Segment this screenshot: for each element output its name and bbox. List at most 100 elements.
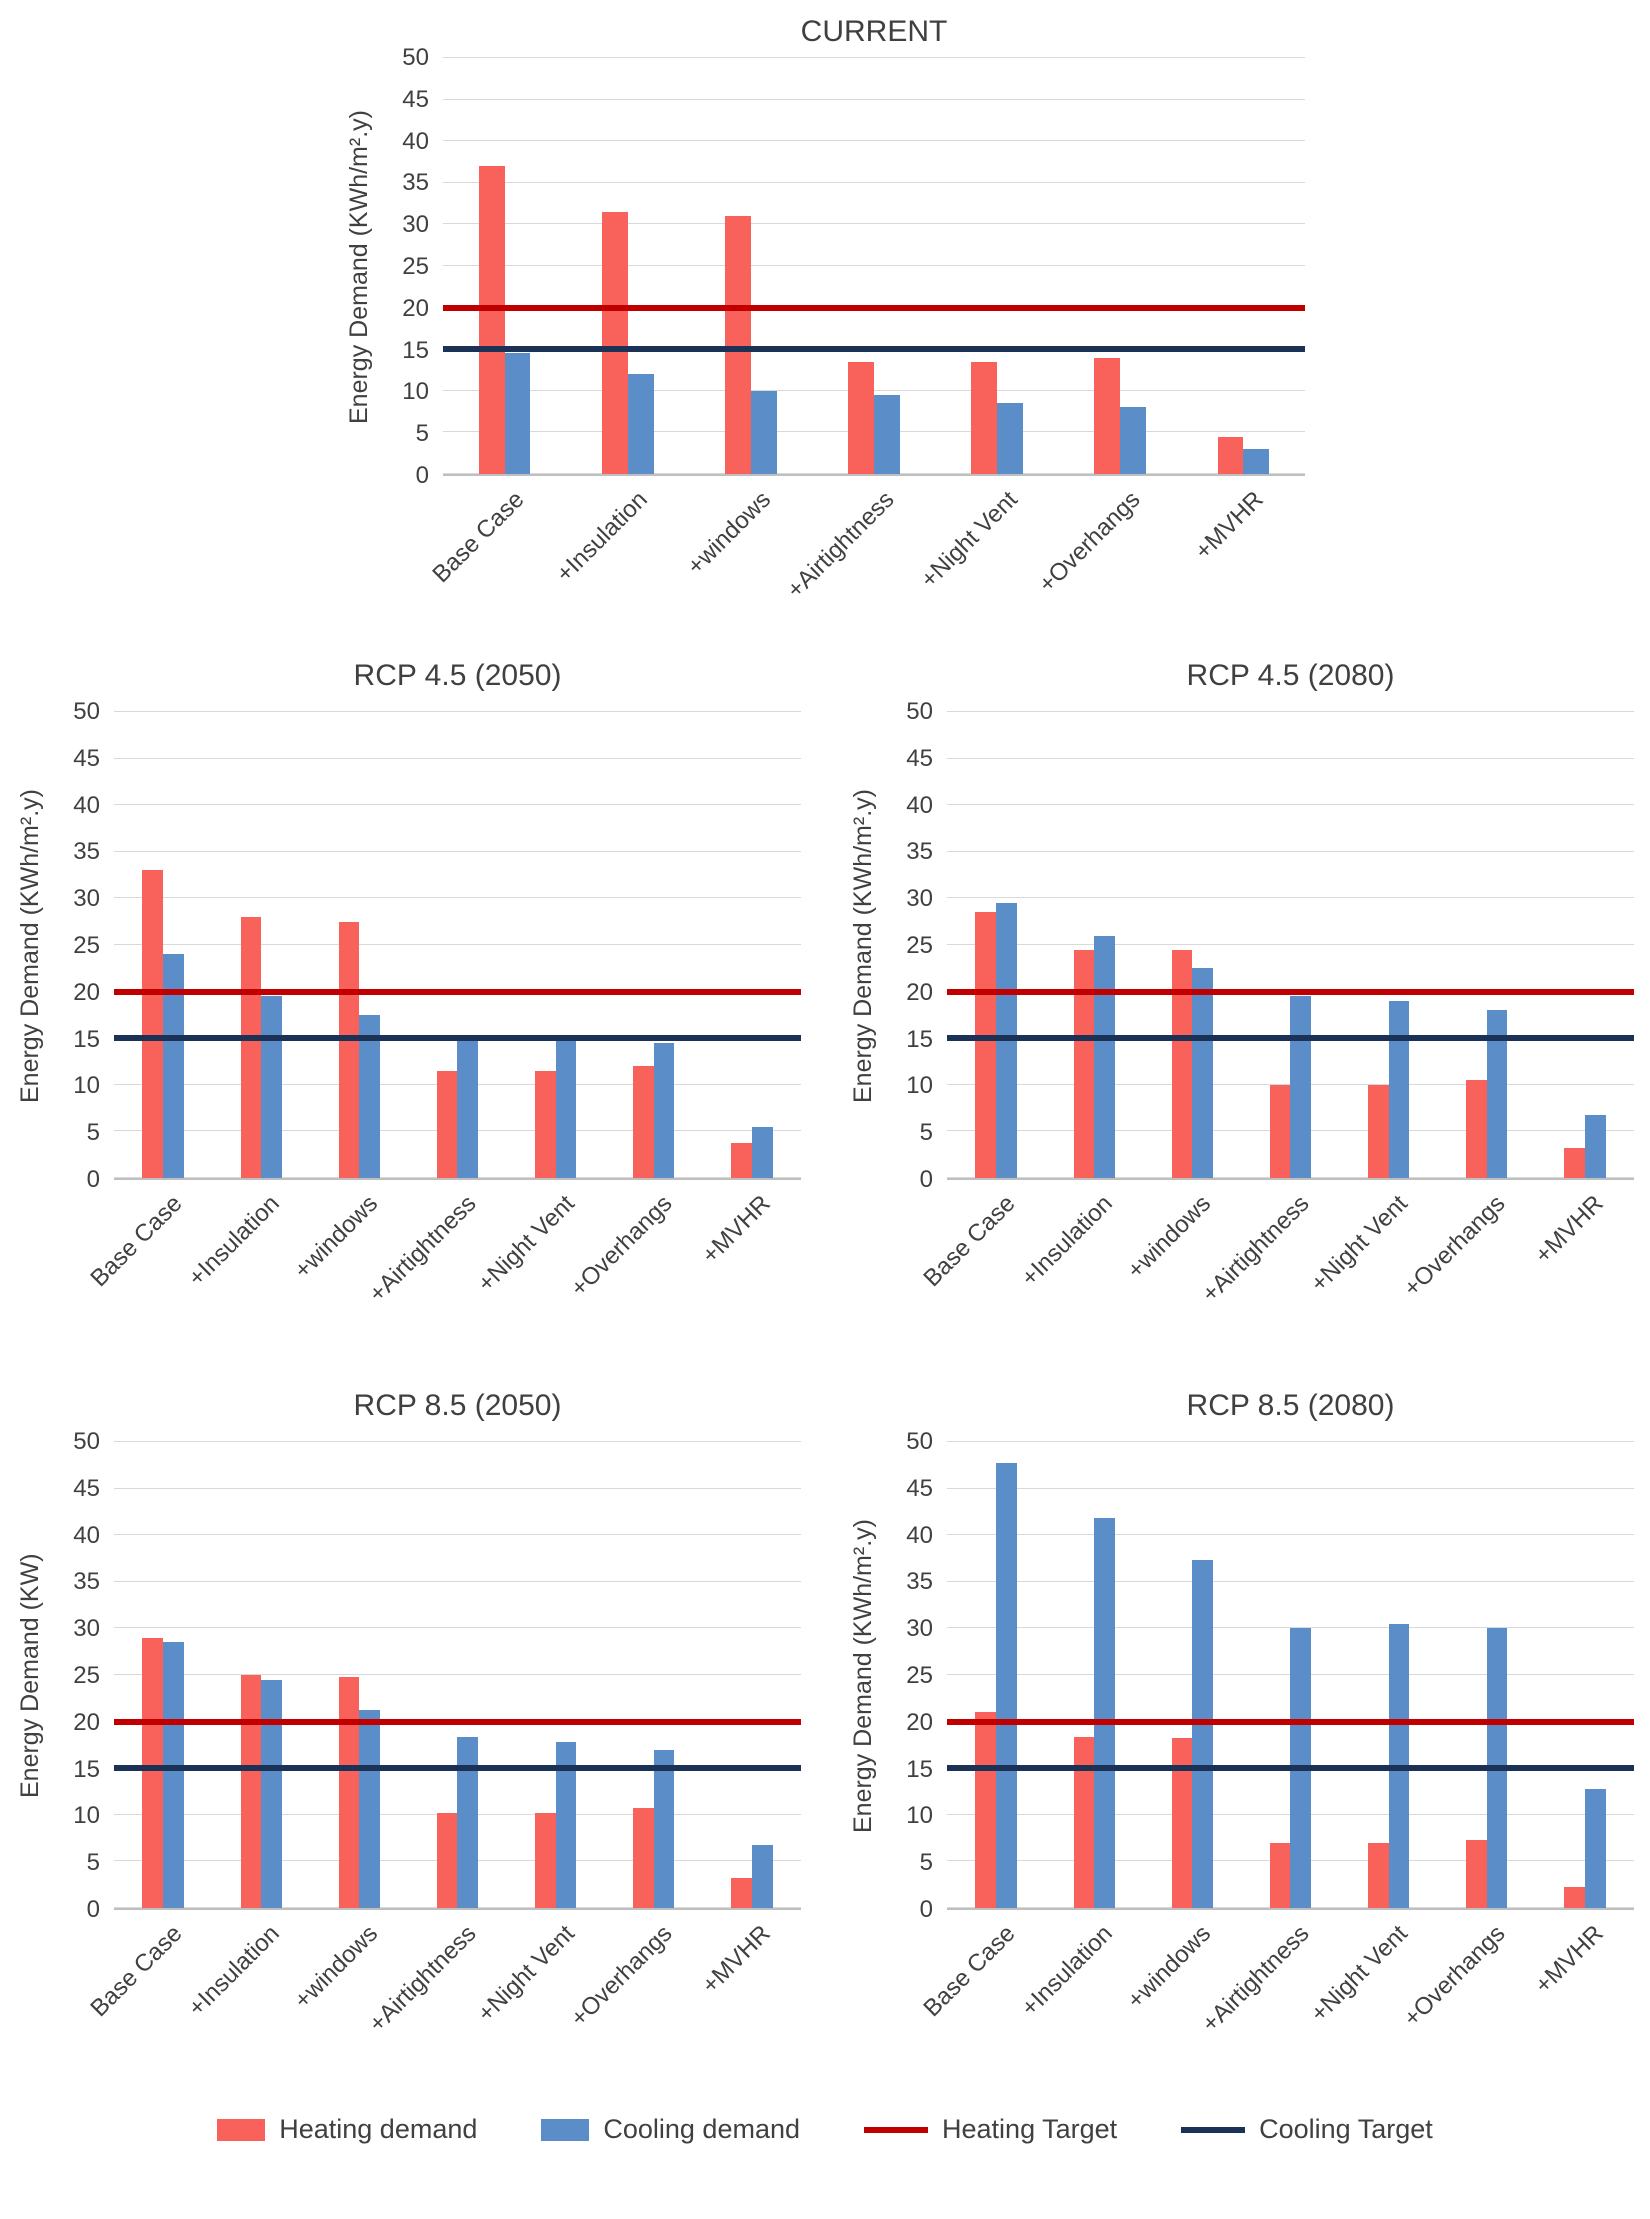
heating-bar (975, 912, 997, 1178)
y-tick-label: 45 (402, 85, 429, 113)
heating-target-line (947, 1718, 1634, 1725)
gridline (114, 1627, 801, 1629)
gridline (947, 757, 1634, 759)
cooling-bar (1192, 968, 1213, 1178)
gridline (114, 897, 801, 899)
heating-bar (142, 1637, 164, 1908)
y-tick-label: 45 (906, 1474, 933, 1502)
gridline (947, 1534, 1634, 1536)
cooling-bar (750, 390, 777, 474)
gridline (947, 944, 1634, 945)
y-axis-label: Energy Demand (KWh/m².y) (16, 789, 44, 1103)
legend-item: Heating Target (864, 2114, 1117, 2145)
x-tick-label: +MVHR (696, 1920, 776, 1999)
legend: Heating demand Cooling demand Heating Targ… (0, 2114, 1650, 2145)
legend-item: Cooling Target (1181, 2114, 1433, 2145)
y-tick-label: 25 (906, 1662, 933, 1689)
bar-group (1241, 712, 1339, 1178)
x-label-slot: +MVHR (1182, 476, 1305, 614)
heating-bar (724, 216, 751, 474)
gridline (114, 850, 801, 852)
gridline (114, 1487, 801, 1489)
y-tick-label: 0 (86, 1896, 100, 1923)
y-axis-ticks: 0 5 10 15 20 25 30 35 40 45 50 (385, 46, 443, 488)
legend-label: Cooling demand (603, 2114, 801, 2144)
cooling-bar (996, 1462, 1017, 1908)
heating-bar (633, 1808, 654, 1908)
y-tick-label: 5 (86, 1119, 100, 1147)
bar-group (443, 58, 566, 474)
bar-group (212, 1442, 310, 1908)
y-tick-label: 40 (73, 791, 100, 819)
cooling-bar (627, 374, 654, 474)
y-tick-label: 30 (906, 1615, 933, 1643)
x-label-slot: +MVHR (1530, 1910, 1634, 2074)
legend-label: Heating Target (942, 2114, 1118, 2144)
heating-bar (731, 1878, 752, 1908)
x-tick-label: +MVHR (1529, 1190, 1609, 1269)
gridline (114, 804, 801, 806)
bar-group (1143, 1442, 1241, 1908)
y-tick-label: 40 (73, 1521, 100, 1549)
bar-group (1143, 712, 1241, 1178)
heating-bar (338, 921, 360, 1178)
bar-group (1340, 1442, 1438, 1908)
heating-bar (1368, 1084, 1389, 1178)
y-tick-label: 5 (86, 1849, 100, 1877)
heating-bar (535, 1070, 556, 1178)
cooling-bar (1192, 1560, 1213, 1908)
x-tick-label: Base Case (917, 1190, 1021, 1293)
x-tick-label: +MVHR (696, 1190, 776, 1269)
gridline (114, 1534, 801, 1536)
gridline (443, 181, 1305, 183)
heating-bar (1564, 1148, 1585, 1178)
y-tick-label: 0 (919, 1896, 933, 1923)
y-tick-label: 45 (906, 744, 933, 772)
gridline (114, 711, 801, 712)
legend-swatch (864, 2126, 929, 2133)
y-tick-label: 40 (906, 791, 933, 819)
bar-group (507, 712, 605, 1178)
heating-bar (731, 1142, 752, 1178)
plot-area (114, 1441, 801, 1910)
gridline (114, 1580, 801, 1582)
cooling-bar (653, 1042, 675, 1178)
heating-bar (1269, 1084, 1291, 1178)
gridline (947, 1487, 1634, 1489)
y-tick-label: 5 (919, 1119, 933, 1147)
x-tick-label: Base Case (917, 1920, 1021, 2023)
cooling-bar (457, 1737, 479, 1908)
x-tick-label: Base Case (427, 486, 530, 589)
y-tick-label: 45 (73, 744, 100, 772)
chart-title: CURRENT (800, 15, 948, 48)
chart-title: RCP 8.5 (2080) (1186, 1389, 1395, 1422)
bar-group (936, 58, 1059, 474)
y-tick-label: 20 (73, 978, 100, 1006)
x-tick-label: Base Case (84, 1920, 188, 2023)
heating-bar (601, 211, 628, 474)
gridline (443, 389, 1305, 391)
x-axis-labels: Base Case +Insulation +windows +Airtightnes… (918, 1180, 1634, 1344)
chart-current: CURRENT Energy Demand (KWh/m².y) 0 5 10 15 2… (345, 12, 1305, 614)
cooling-bar (555, 1742, 577, 1908)
heating-bar (535, 1812, 556, 1908)
cooling-bar (1388, 1000, 1410, 1178)
y-tick-label: 10 (73, 1802, 100, 1830)
bar-group (947, 1442, 1045, 1908)
gridline (947, 804, 1634, 806)
x-label-slot: +Insulation (551, 476, 689, 614)
y-tick-label: 25 (402, 253, 429, 280)
cooling-bar (1120, 407, 1147, 474)
y-axis-label: Energy Demand (KW) (16, 1553, 44, 1799)
heating-target-line (947, 988, 1634, 995)
y-axis-label: Energy Demand (KWh/m².y) (849, 1519, 877, 1833)
plot-area (947, 711, 1634, 1180)
y-tick-label: 20 (402, 294, 429, 322)
chart-rcp45-2080: RCP 4.5 (2080) Energy Demand (KWh/m².y) … (849, 656, 1634, 1344)
x-axis-labels: Base Case +Insulation +windows +Airtightnes… (428, 476, 1305, 614)
y-tick-label: 50 (402, 44, 429, 71)
cooling-bar (457, 1038, 479, 1178)
gridline (114, 757, 801, 759)
x-label-slot: +MVHR (1530, 1180, 1634, 1344)
cooling-bar (653, 1749, 675, 1908)
